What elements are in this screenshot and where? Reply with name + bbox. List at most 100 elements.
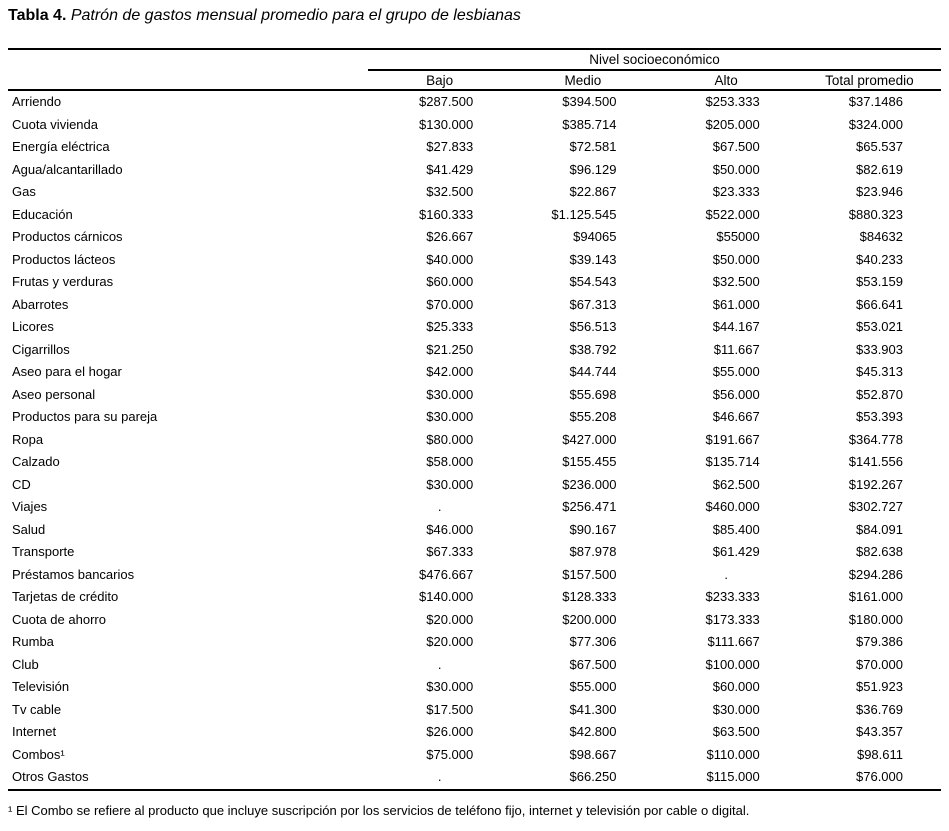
- table-title: Tabla 4. Patrón de gastos mensual promed…: [8, 6, 941, 26]
- table-row: Combos¹ $75.000 $98.667 $110.000 $98.611: [8, 744, 941, 767]
- row-value: $460.000: [705, 499, 760, 514]
- row-value: $27.833: [426, 139, 474, 154]
- table-row: Internet $26.000 $42.800 $63.500 $43.357: [8, 721, 941, 744]
- table-row: Cigarrillos $21.250 $38.792 $11.667 $33.…: [8, 339, 941, 362]
- row-value: $38.792: [569, 341, 617, 357]
- row-value: $128.333: [562, 589, 617, 604]
- row-value: $61.000: [712, 296, 760, 312]
- row-value: $20.000: [426, 611, 474, 627]
- table-row: Agua/alcantarillado $41.429 $96.129 $50.…: [8, 159, 941, 182]
- column-header-total-promedio: Total promedio: [825, 72, 914, 88]
- table-row: Calzado $58.000 $155.455 $135.714 $141.5…: [8, 451, 941, 474]
- table-body: Arriendo $287.500 $394.500 $253.333 $37.…: [8, 91, 941, 789]
- row-label: Aseo personal: [12, 386, 96, 402]
- table-row: Aseo personal $30.000 $55.698 $56.000 $5…: [8, 384, 941, 407]
- row-value: $98.611: [856, 746, 903, 762]
- row-value: $53.159: [856, 274, 903, 289]
- row-value: $11.667: [713, 341, 760, 357]
- row-value: $53.021: [856, 319, 903, 334]
- row-value: $32.500: [712, 274, 760, 289]
- row-value: $115.000: [706, 769, 760, 784]
- row-value: $40.000: [426, 251, 474, 267]
- row-value: $52.870: [856, 386, 903, 402]
- row-value: $32.500: [426, 184, 474, 199]
- row-value: $100.000: [705, 656, 760, 672]
- row-value: $26.667: [426, 229, 474, 244]
- table-title-prefix: Tabla 4.: [8, 7, 67, 24]
- row-label: Cigarrillos: [12, 341, 70, 357]
- table-row: Viajes . $256.471 $460.000 $302.727: [8, 496, 941, 519]
- table-row: Licores $25.333 $56.513 $44.167 $53.021: [8, 316, 941, 339]
- table-row: Arriendo $287.500 $394.500 $253.333 $37.…: [8, 91, 941, 114]
- column-header-medio: Medio: [564, 72, 602, 88]
- row-label: Viajes: [12, 499, 48, 514]
- row-value: $98.667: [569, 746, 617, 762]
- row-label: Rumba: [12, 634, 54, 649]
- table-row: Productos cárnicos $26.667 $94065 $55000…: [8, 226, 941, 249]
- row-value: $66.250: [569, 769, 617, 784]
- row-label: Agua/alcantarillado: [12, 161, 123, 177]
- table-row: Ropa $80.000 $427.000 $191.667 $364.778: [8, 429, 941, 452]
- row-value: $160.333: [419, 206, 474, 222]
- row-value: $880.323: [848, 206, 903, 222]
- table-row: Educación $160.333 $1.125.545 $522.000 $…: [8, 204, 941, 227]
- row-value: $22.867: [569, 184, 617, 199]
- row-label: Tarjetas de crédito: [12, 589, 119, 604]
- table-row: Transporte $67.333 $87.978 $61.429 $82.6…: [8, 541, 941, 564]
- row-value: $394.500: [562, 94, 617, 109]
- row-value: $67.500: [712, 139, 760, 154]
- column-header-bajo: Bajo: [426, 72, 454, 88]
- row-value: $130.000: [419, 116, 474, 132]
- row-value: $44.167: [712, 319, 760, 334]
- row-value: $157.500: [562, 566, 617, 582]
- table-row: Aseo para el hogar $42.000 $44.744 $55.0…: [8, 361, 941, 384]
- row-value: $63.500: [712, 724, 760, 739]
- row-value: $17.500: [426, 701, 474, 717]
- row-label: Educación: [12, 206, 73, 222]
- table-row: Cuota vivienda $130.000 $385.714 $205.00…: [8, 114, 941, 137]
- row-label-column-spacer: [8, 50, 368, 71]
- row-value: $522.000: [705, 206, 760, 222]
- row-value: $256.471: [562, 499, 617, 514]
- row-value: $84.091: [856, 521, 903, 537]
- row-value: $58.000: [426, 454, 474, 469]
- row-value: $26.000: [426, 724, 474, 739]
- row-label: Aseo para el hogar: [12, 364, 122, 379]
- row-value: $253.333: [705, 94, 760, 109]
- row-value: $192.267: [848, 476, 903, 492]
- row-label: Arriendo: [12, 94, 62, 109]
- row-label: Productos cárnicos: [12, 229, 123, 244]
- row-value: $33.903: [856, 341, 903, 357]
- row-value: $42.000: [426, 364, 474, 379]
- row-label: Calzado: [12, 454, 60, 469]
- row-value: $56.000: [712, 386, 760, 402]
- row-label: Salud: [12, 521, 46, 537]
- row-value: $40.233: [856, 251, 903, 267]
- table-row: Otros Gastos . $66.250 $115.000 $76.000: [8, 766, 941, 789]
- row-label: Frutas y verduras: [12, 274, 114, 289]
- row-value: $39.143: [569, 251, 617, 267]
- row-value: $82.619: [856, 161, 903, 177]
- row-value: $55.000: [569, 679, 617, 694]
- row-value: $110.000: [706, 746, 760, 762]
- row-value: $75.000: [426, 746, 474, 762]
- row-value: $61.429: [712, 544, 760, 559]
- table-row: Energía eléctrica $27.833 $72.581 $67.50…: [8, 136, 941, 159]
- row-value: $30.000: [426, 476, 474, 492]
- row-value: $36.769: [856, 701, 903, 717]
- row-value: $385.714: [562, 116, 617, 132]
- row-value: $43.357: [856, 724, 903, 739]
- row-value: $135.714: [705, 454, 760, 469]
- row-value: $30.000: [426, 679, 474, 694]
- row-value: $46.667: [712, 409, 760, 424]
- expenses-table: Nivel socioeconómico Bajo Medio Alto Tot…: [8, 48, 941, 791]
- table-row: Rumba $20.000 $77.306 $111.667 $79.386: [8, 631, 941, 654]
- row-label: Energía eléctrica: [12, 139, 110, 154]
- row-value: $324.000: [848, 116, 903, 132]
- row-label: Préstamos bancarios: [12, 566, 135, 582]
- row-label: Gas: [12, 184, 36, 199]
- row-value: $427.000: [562, 431, 617, 447]
- table-title-text: Patrón de gastos mensual promedio para e…: [66, 7, 521, 24]
- table-row: Productos lácteos $40.000 $39.143 $50.00…: [8, 249, 941, 272]
- table-row: Frutas y verduras $60.000 $54.543 $32.50…: [8, 271, 941, 294]
